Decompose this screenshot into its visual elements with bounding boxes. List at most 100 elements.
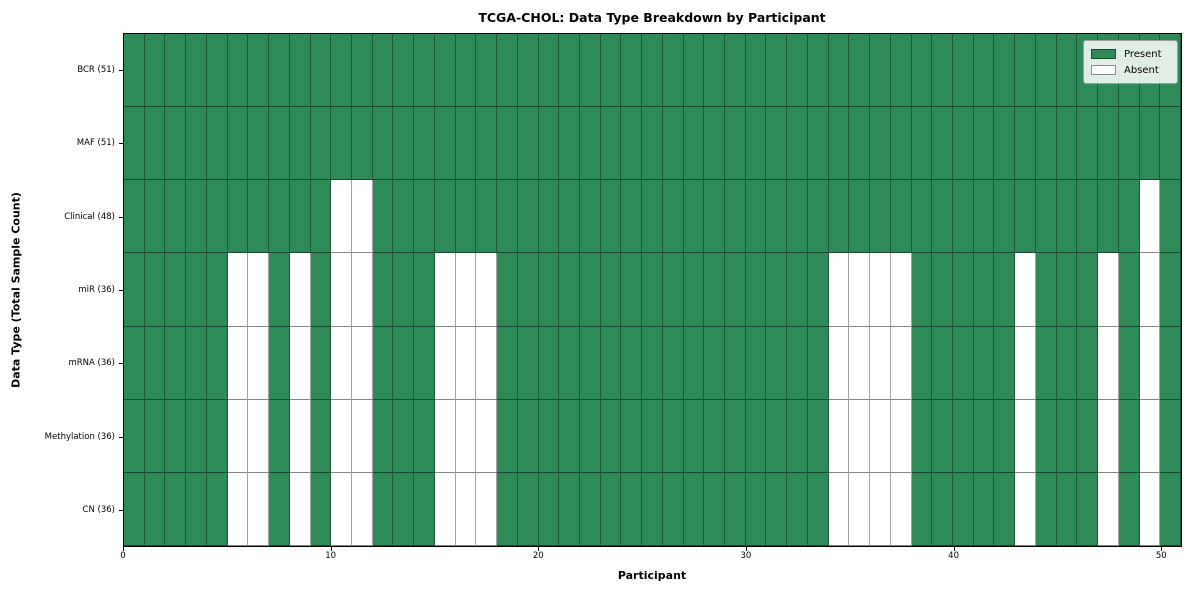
matrix-cell — [1160, 180, 1181, 254]
matrix-cell — [766, 107, 788, 181]
matrix-cell — [849, 399, 871, 473]
matrix-cell — [1077, 253, 1099, 327]
matrix-cell — [206, 326, 228, 400]
matrix-cell — [559, 107, 580, 181]
matrix-cell — [870, 472, 891, 546]
matrix-cell — [579, 253, 601, 327]
x-axis-label: Participant — [617, 569, 687, 582]
matrix-cell — [787, 180, 808, 254]
matrix-cell — [186, 180, 207, 254]
matrix-cell — [310, 326, 332, 400]
matrix-cell — [1118, 472, 1140, 546]
matrix-cell — [704, 399, 726, 473]
matrix-cell — [393, 34, 415, 108]
matrix-cell — [890, 472, 912, 546]
matrix-cell — [953, 253, 974, 327]
x-tick-mark — [745, 547, 747, 551]
matrix-cell — [766, 326, 788, 400]
matrix-cell — [144, 253, 166, 327]
matrix-cell — [310, 107, 332, 181]
matrix-cell — [911, 472, 933, 546]
matrix-cell — [1098, 399, 1119, 473]
matrix-cell — [766, 472, 788, 546]
matrix-cell — [1056, 326, 1078, 400]
matrix-cell — [621, 472, 643, 546]
matrix-cell — [1139, 253, 1161, 327]
x-tick-label: 30 — [740, 551, 752, 561]
matrix-cell — [186, 326, 207, 400]
matrix-cell — [455, 107, 477, 181]
matrix-cell — [890, 253, 912, 327]
matrix-cell — [434, 472, 456, 546]
matrix-cell — [351, 253, 373, 327]
matrix-cell — [538, 326, 560, 400]
matrix-cell — [414, 253, 435, 327]
matrix-cell — [538, 399, 560, 473]
matrix-cell — [642, 472, 663, 546]
matrix-cell — [538, 107, 560, 181]
matrix-cell — [248, 399, 270, 473]
matrix-cell — [745, 253, 767, 327]
matrix-cell — [725, 34, 746, 108]
y-tick-label: Clinical (48) — [64, 211, 115, 222]
matrix-cell — [911, 180, 933, 254]
matrix-cell — [289, 399, 311, 473]
matrix-cell — [849, 180, 871, 254]
matrix-cell — [559, 34, 580, 108]
matrix-cell — [186, 399, 207, 473]
x-tick-mark — [1161, 547, 1163, 551]
matrix-cell — [206, 253, 228, 327]
matrix-cell — [144, 326, 166, 400]
matrix-cell — [331, 253, 352, 327]
matrix-cell — [414, 472, 435, 546]
matrix-cell — [662, 34, 684, 108]
y-tick-mark — [119, 290, 123, 291]
y-tick-label: Methylation (36) — [44, 431, 115, 442]
matrix-cell — [497, 399, 518, 473]
matrix-cell — [1118, 399, 1140, 473]
matrix-cell — [248, 34, 270, 108]
matrix-cell — [476, 107, 498, 181]
matrix-cell — [1035, 34, 1057, 108]
matrix-cell — [890, 180, 912, 254]
matrix-cell — [165, 180, 187, 254]
matrix-cell — [953, 107, 974, 181]
matrix-cell — [911, 34, 933, 108]
matrix-cell — [289, 107, 311, 181]
matrix-cell — [1035, 107, 1057, 181]
matrix-cell — [372, 107, 394, 181]
matrix-cell — [579, 107, 601, 181]
matrix-cell — [497, 472, 518, 546]
matrix-cell — [994, 180, 1016, 254]
matrix-cell — [704, 107, 726, 181]
matrix-cell — [186, 253, 207, 327]
matrix-cell — [144, 34, 166, 108]
x-tick-label: 40 — [948, 551, 959, 561]
matrix-cell — [579, 326, 601, 400]
y-tick-label: miR (36) — [78, 285, 115, 295]
matrix-cell — [1056, 107, 1078, 181]
matrix-cell — [517, 180, 539, 254]
matrix-cell — [890, 326, 912, 400]
matrix-cell — [434, 34, 456, 108]
matrix-cell — [704, 326, 726, 400]
matrix-cell — [144, 399, 166, 473]
matrix-cell — [227, 253, 249, 327]
matrix-cell — [517, 34, 539, 108]
matrix-cell — [994, 34, 1016, 108]
matrix-cell — [1098, 472, 1119, 546]
matrix-cell — [1077, 107, 1099, 181]
matrix-cell — [828, 253, 850, 327]
matrix-cell — [476, 326, 498, 400]
matrix-cell — [994, 399, 1016, 473]
matrix-cell — [476, 472, 498, 546]
matrix-cell — [414, 326, 435, 400]
matrix-cell — [497, 34, 518, 108]
matrix-cell — [870, 34, 891, 108]
matrix-cell — [269, 253, 290, 327]
matrix-cell — [1015, 34, 1036, 108]
matrix-cell — [517, 326, 539, 400]
matrix-cell — [165, 34, 187, 108]
matrix-cell — [600, 253, 622, 327]
matrix-cell — [186, 34, 207, 108]
